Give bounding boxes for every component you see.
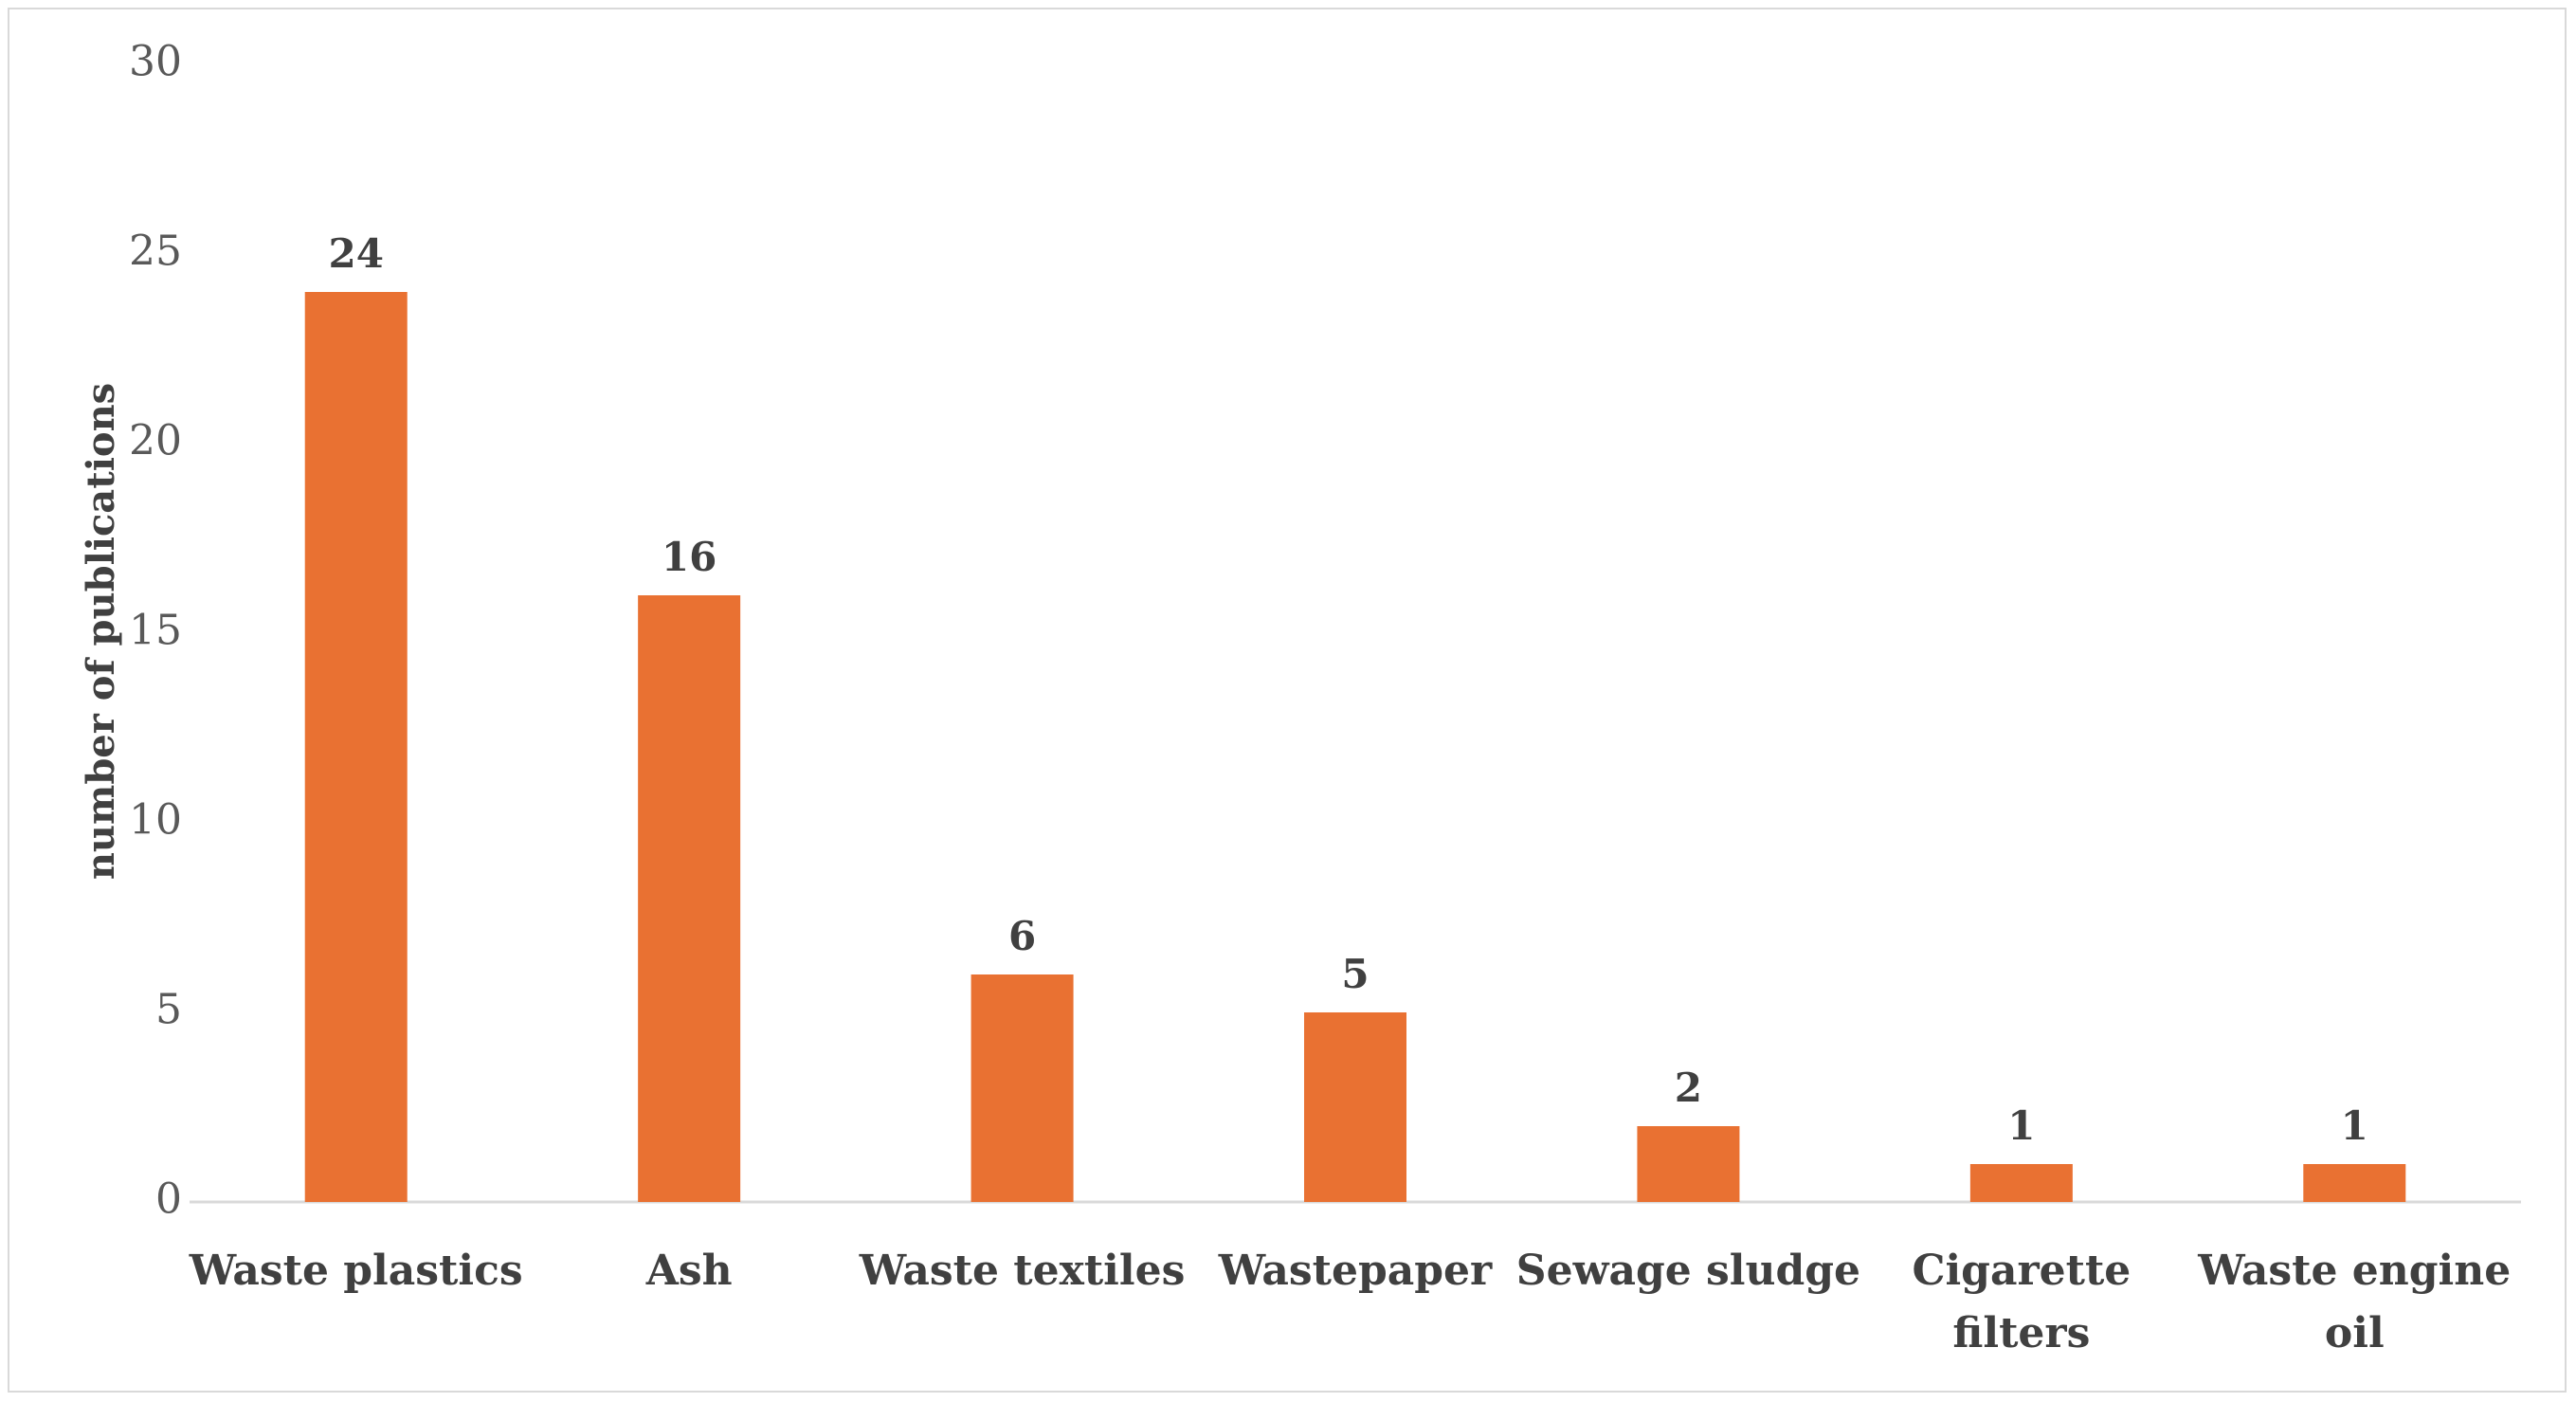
x-category-label: filters [1952, 1309, 2090, 1357]
bar [304, 292, 408, 1202]
bar-value-label: 1 [2007, 1102, 2035, 1149]
category-labels: Waste plastics Ash Waste textiles Wastepape… [189, 1247, 2511, 1357]
y-tick-label: 20 [129, 417, 182, 465]
bar-value-label: 16 [662, 534, 717, 580]
bars [304, 292, 2406, 1202]
bar [1637, 1126, 1740, 1202]
y-axis-ticks: 0 5 10 15 20 25 30 [129, 38, 182, 1224]
y-tick-label: 15 [129, 607, 182, 655]
bar [1304, 1012, 1406, 1202]
bar-value-label: 1 [2341, 1102, 2368, 1149]
y-tick-label: 0 [155, 1175, 182, 1224]
x-category-label: Ash [645, 1247, 733, 1295]
bar [1969, 1164, 2073, 1202]
bar [638, 595, 741, 1202]
data-labels: 24 16 6 5 2 1 1 [328, 230, 2367, 1149]
x-category-label: Cigarette [1912, 1247, 2131, 1295]
bar-value-label: 5 [1341, 951, 1369, 997]
chart-frame [8, 8, 2567, 1393]
x-category-label: Waste textiles [859, 1247, 1186, 1295]
x-category-label: Waste plastics [189, 1247, 523, 1295]
y-axis-title: number of publications [79, 383, 123, 880]
bar-value-label: 24 [328, 230, 383, 277]
x-category-label: Sewage sludge [1516, 1247, 1860, 1295]
x-category-label: Wastepaper [1218, 1247, 1493, 1295]
bar [971, 974, 1074, 1202]
bar [2303, 1164, 2406, 1202]
y-tick-label: 10 [129, 796, 182, 845]
x-category-label: Waste engine [2197, 1247, 2511, 1295]
y-tick-label: 5 [155, 986, 182, 1034]
y-tick-label: 30 [129, 38, 182, 86]
bar-value-label: 6 [1008, 913, 1036, 959]
x-category-label: oil [2325, 1309, 2385, 1357]
bar-value-label: 2 [1675, 1065, 1702, 1111]
y-tick-label: 25 [129, 228, 182, 276]
